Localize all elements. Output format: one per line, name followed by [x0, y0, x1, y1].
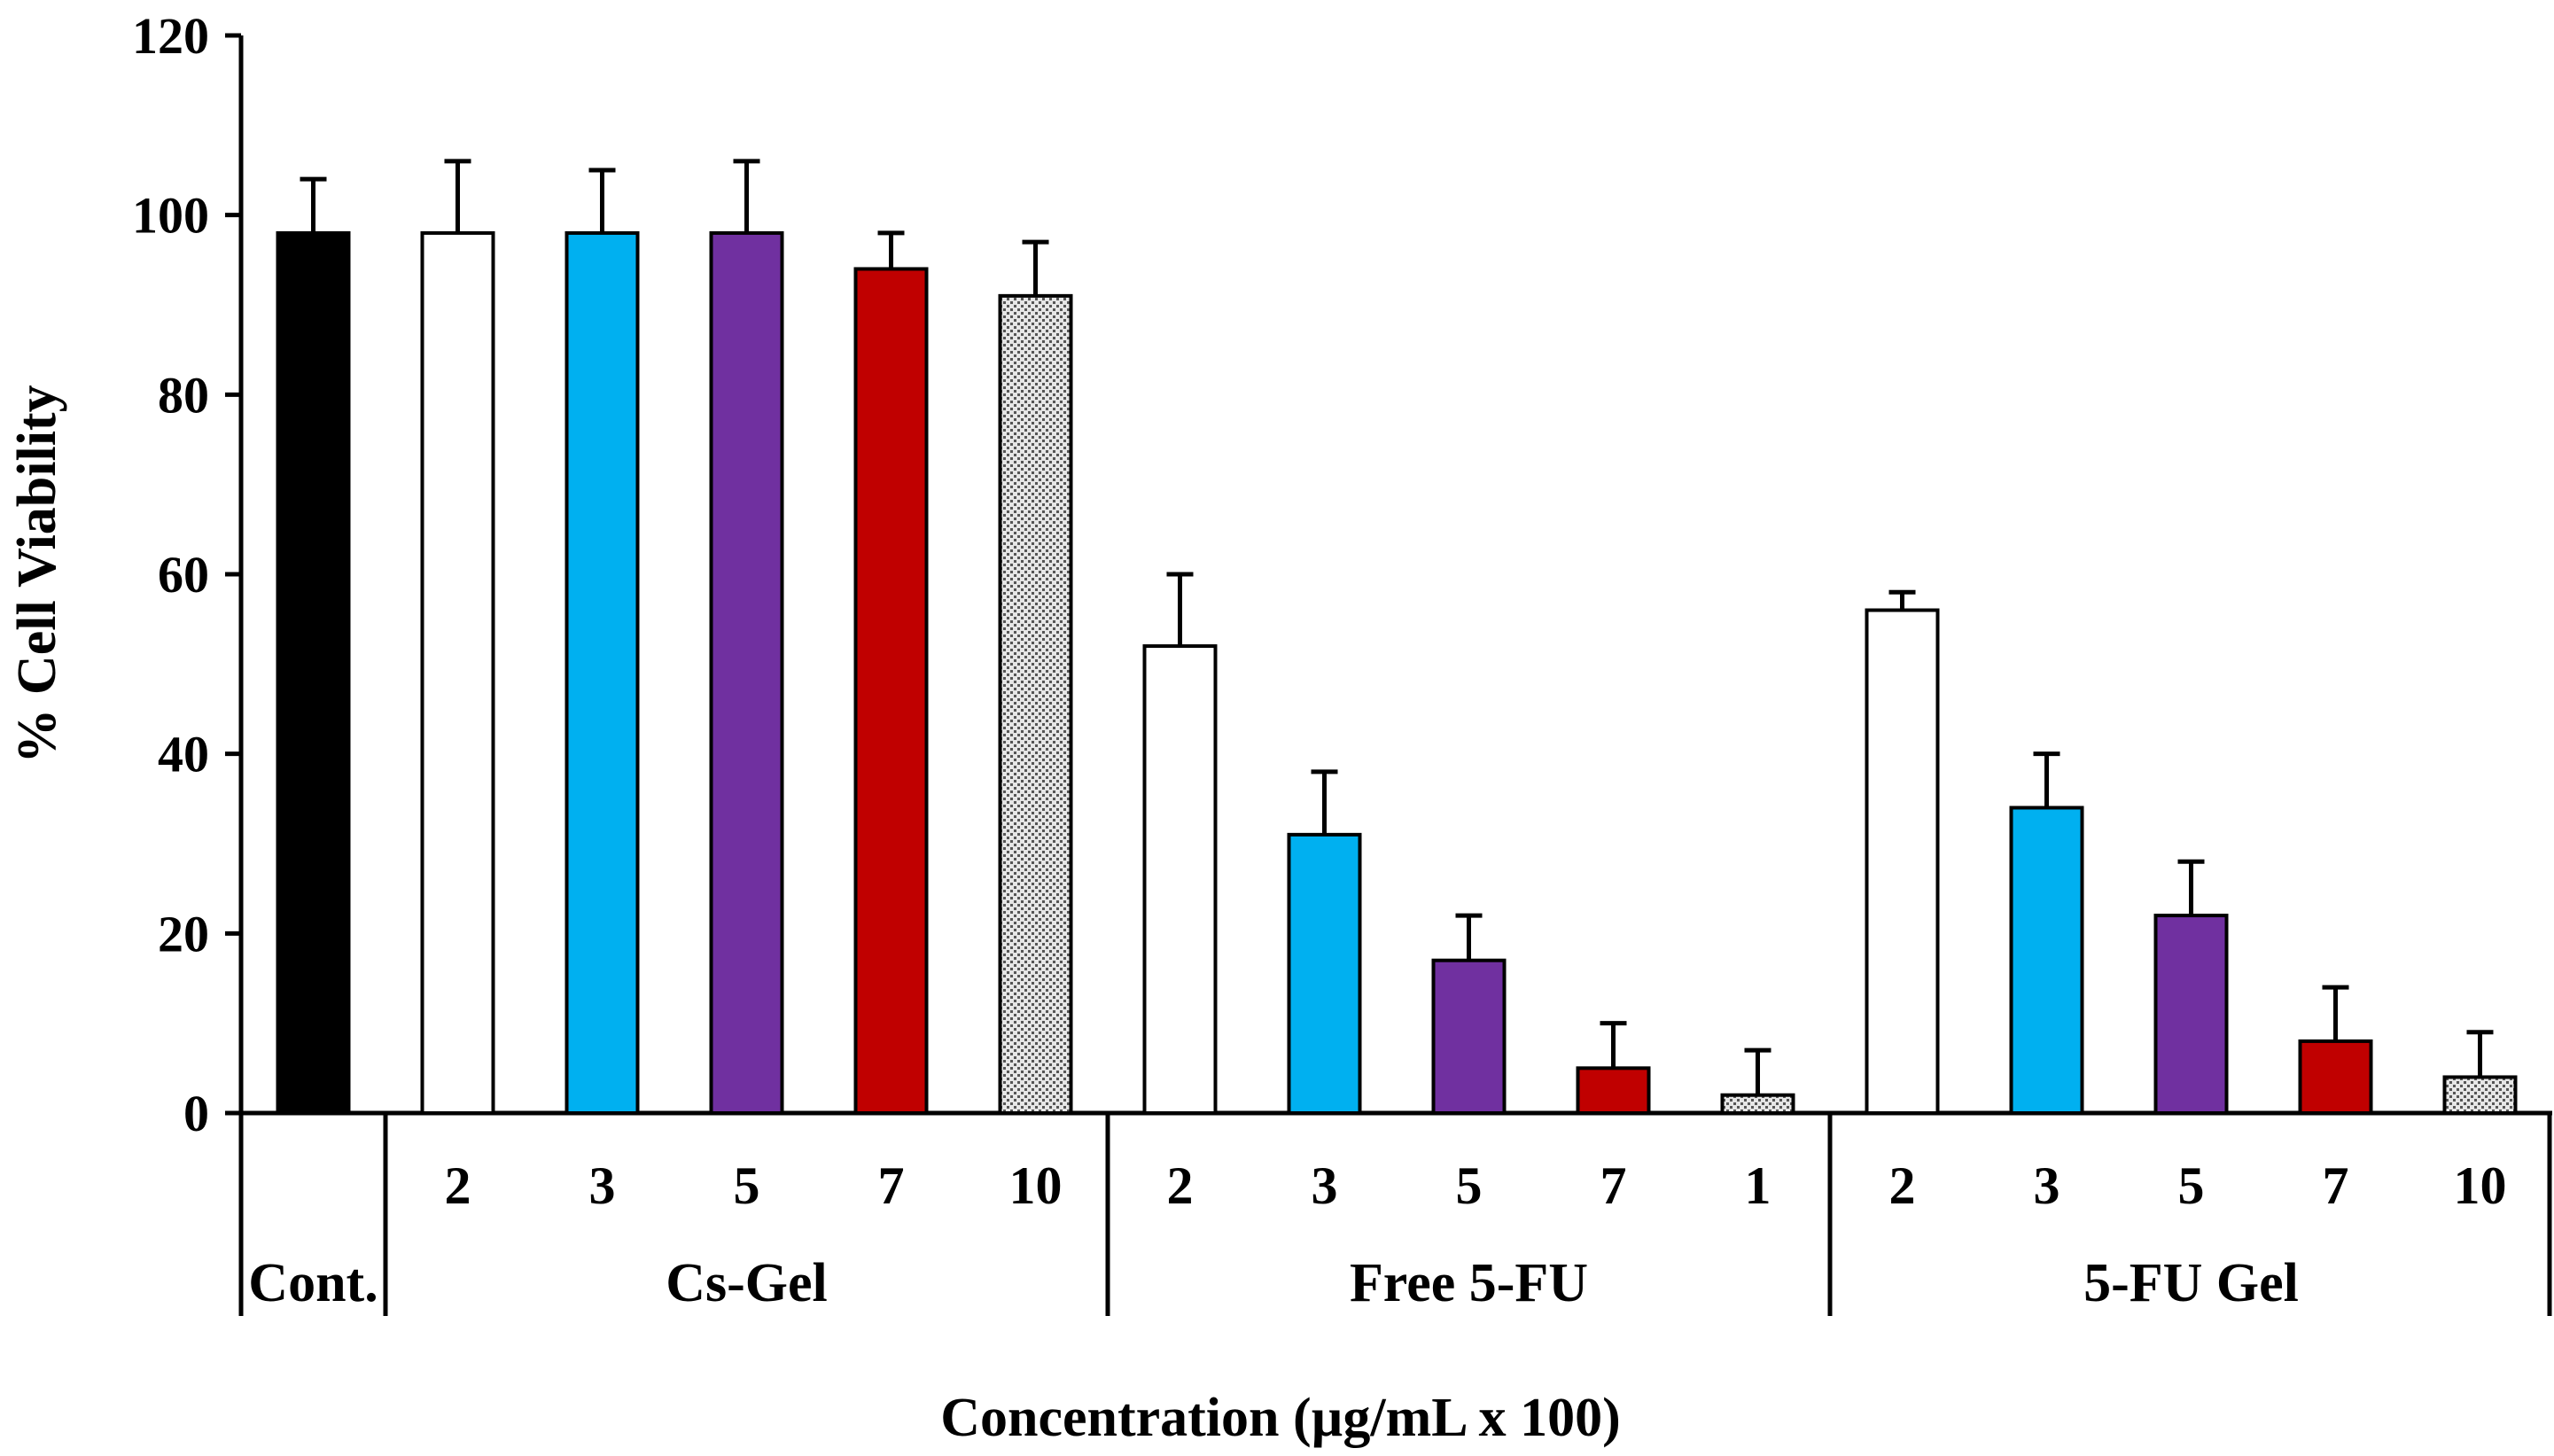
y-tick-label: 0 [183, 1085, 209, 1142]
x-tick-label: 5 [2178, 1156, 2205, 1215]
x-tick-label: 2 [445, 1156, 471, 1215]
bar [998, 293, 1073, 1116]
bar [1431, 958, 1507, 1115]
x-tick-label: 5 [734, 1156, 760, 1215]
x-tick-label: 2 [1889, 1156, 1916, 1215]
x-tick-label: 7 [2323, 1156, 2349, 1215]
bar [2009, 806, 2084, 1115]
group-label: 5-FU Gel [2083, 1253, 2299, 1313]
x-tick-label: 10 [1009, 1156, 1063, 1215]
x-tick-label: 10 [2454, 1156, 2507, 1215]
bar [276, 230, 351, 1115]
group-label: Cs-Gel [666, 1253, 828, 1313]
x-axis-title: Concentration (µg/mL x 100) [940, 1388, 1621, 1448]
bar [2442, 1075, 2518, 1116]
bar [709, 230, 784, 1115]
group-label: Cont. [248, 1253, 378, 1313]
y-tick-label: 100 [132, 187, 209, 245]
x-tick-label: 2 [1167, 1156, 1194, 1215]
x-tick-label: 7 [878, 1156, 905, 1215]
y-tick-label: 80 [158, 366, 209, 424]
y-tick-label: 60 [158, 546, 209, 603]
x-tick-label: 3 [589, 1156, 616, 1215]
bar [853, 267, 929, 1115]
bar [1720, 1093, 1795, 1115]
plot-area: 0 20 40 60 80 100 120 2 3 5 7 10 2 3 5 7 1 2 3 5 7 10 Cont. Cs-… [132, 7, 2552, 1316]
bar [420, 230, 495, 1115]
bar [565, 230, 640, 1115]
bar [1287, 832, 1362, 1115]
bar [1142, 644, 1218, 1115]
bar [1576, 1066, 1651, 1116]
bar [2298, 1039, 2373, 1116]
bar [1865, 608, 1940, 1115]
y-axis-title: % Cell Viability [7, 385, 67, 763]
y-tick-label: 40 [158, 726, 209, 783]
x-tick-label: 3 [1312, 1156, 1338, 1215]
group-label: Free 5-FU [1350, 1253, 1588, 1313]
x-tick-label: 7 [1600, 1156, 1627, 1215]
x-tick-label: 5 [1456, 1156, 1483, 1215]
y-tick-label: 20 [158, 905, 209, 962]
bar [2153, 914, 2229, 1115]
x-tick-label: 1 [1745, 1156, 1771, 1215]
x-tick-label: 3 [2034, 1156, 2060, 1215]
y-tick-label: 120 [132, 7, 209, 65]
